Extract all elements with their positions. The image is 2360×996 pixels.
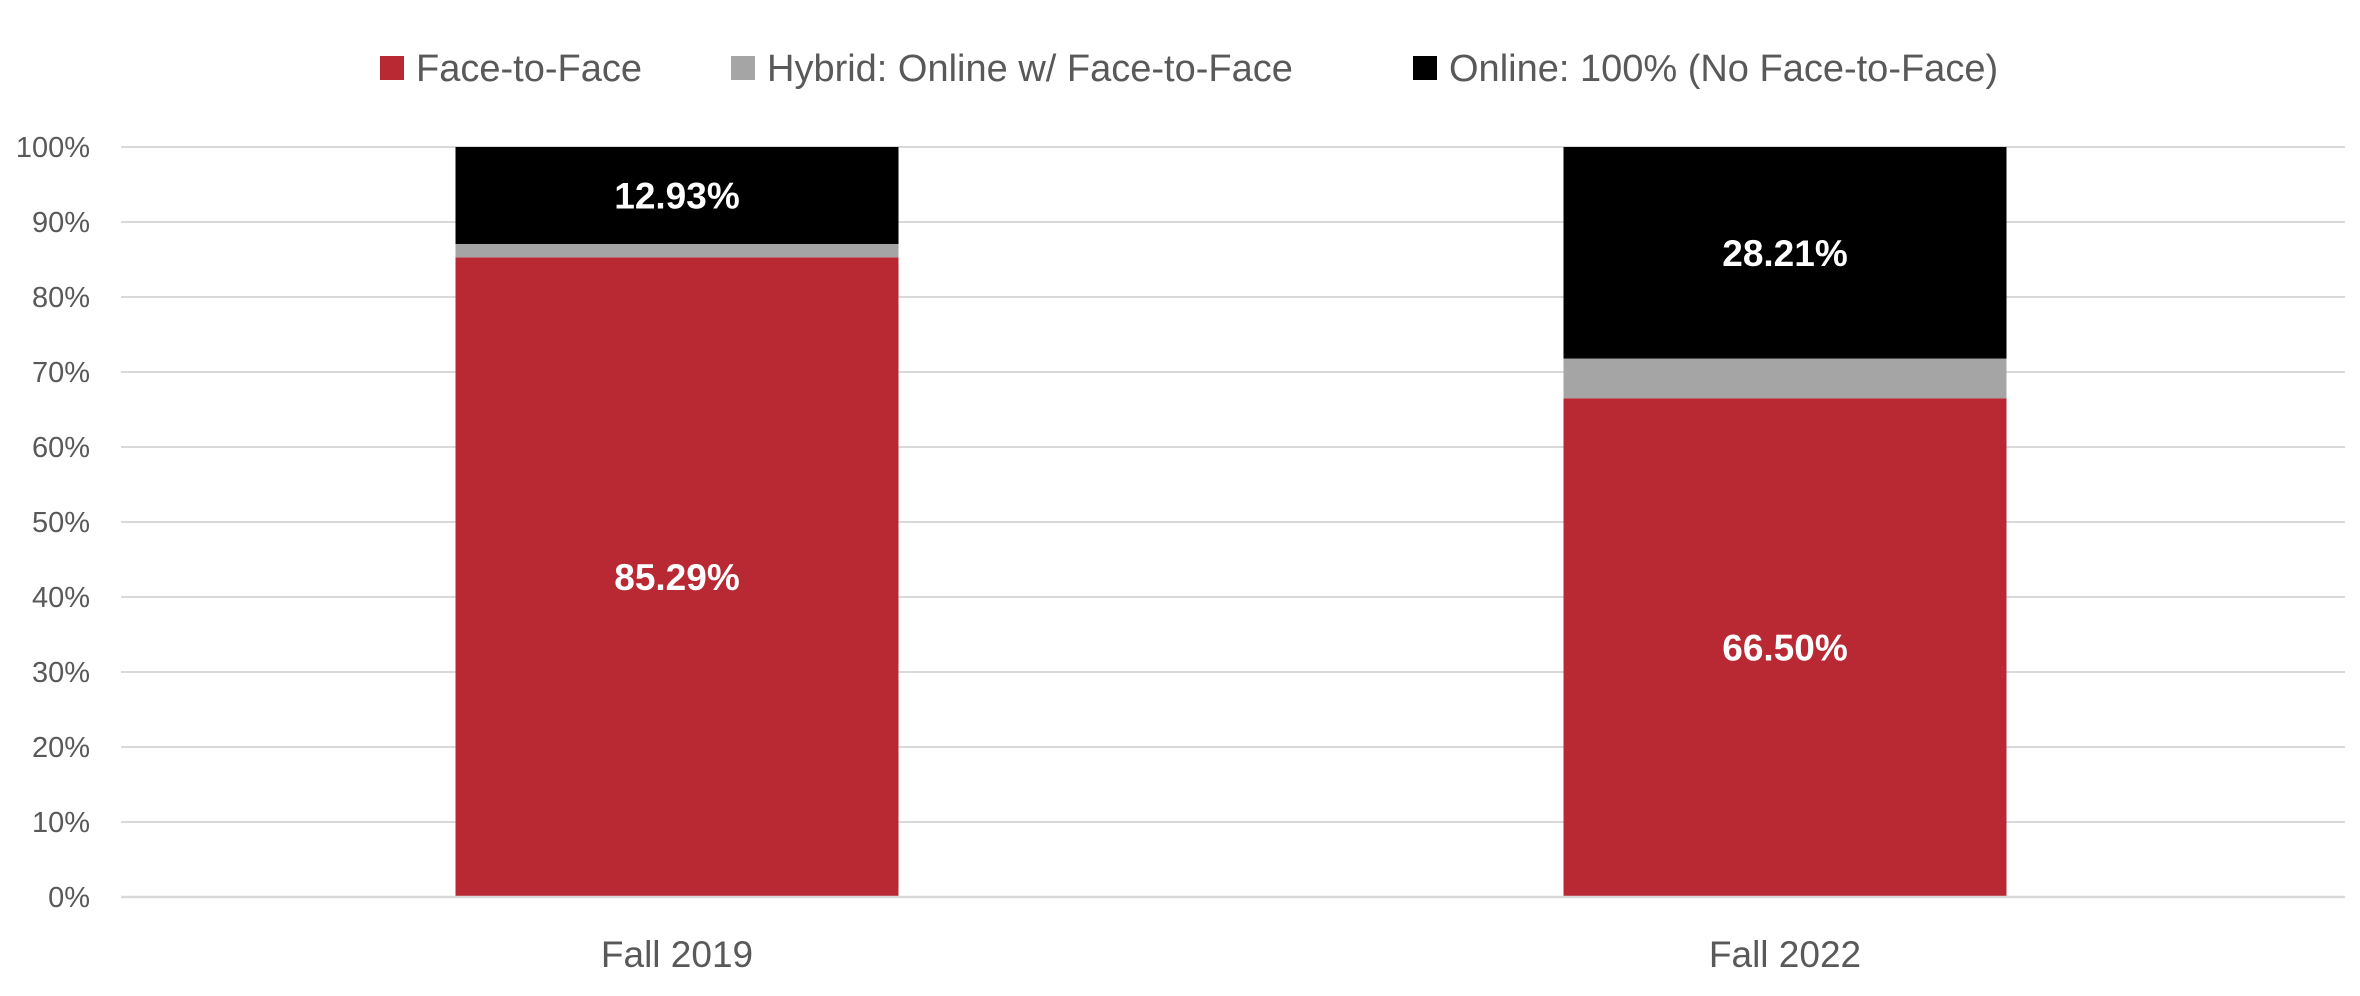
y-tick-label: 100% (16, 132, 90, 164)
data-label: 85.29% (614, 557, 740, 598)
chart-legend: Face-to-Face Hybrid: Online w/ Face-to-Fa… (380, 48, 1998, 90)
y-tick-label: 50% (32, 507, 90, 539)
y-tick-label: 30% (32, 657, 90, 689)
y-axis-ticks: 0% 10% 20% 30% 40% 50% 60% 70% 80% 90% 100% (16, 132, 90, 914)
bars (455, 147, 2007, 897)
y-tick-label: 20% (32, 732, 90, 764)
y-tick-label: 40% (32, 582, 90, 614)
legend-label: Hybrid: Online w/ Face-to-Face (767, 48, 1293, 90)
bar-segment (455, 147, 899, 244)
legend-label: Face-to-Face (416, 48, 642, 90)
x-category-label: Fall 2022 (1709, 934, 1861, 975)
bar-segment (455, 243, 899, 258)
y-tick-label: 10% (32, 807, 90, 839)
x-axis: Fall 2019 Fall 2022 (121, 895, 2345, 975)
bar-segment (1563, 147, 2007, 359)
y-tick-label: 0% (48, 882, 90, 914)
y-tick-label: 90% (32, 207, 90, 239)
y-tick-label: 80% (32, 282, 90, 314)
legend-swatch (731, 56, 755, 80)
legend-swatch (380, 56, 404, 80)
bar-segment (1563, 358, 2007, 399)
data-labels: 85.29% 12.93% 66.50% 28.21% (614, 175, 1848, 668)
data-label: 28.21% (1722, 233, 1848, 274)
y-tick-label: 60% (32, 432, 90, 464)
bar-segment (455, 257, 899, 897)
legend-label: Online: 100% (No Face-to-Face) (1449, 48, 1998, 90)
data-label: 66.50% (1722, 628, 1848, 669)
x-category-label: Fall 2019 (601, 934, 753, 975)
gridlines (121, 146, 2345, 823)
legend-swatch (1413, 56, 1437, 80)
bar-segment (1563, 398, 2007, 897)
data-label: 12.93% (614, 175, 740, 216)
y-tick-label: 70% (32, 357, 90, 389)
